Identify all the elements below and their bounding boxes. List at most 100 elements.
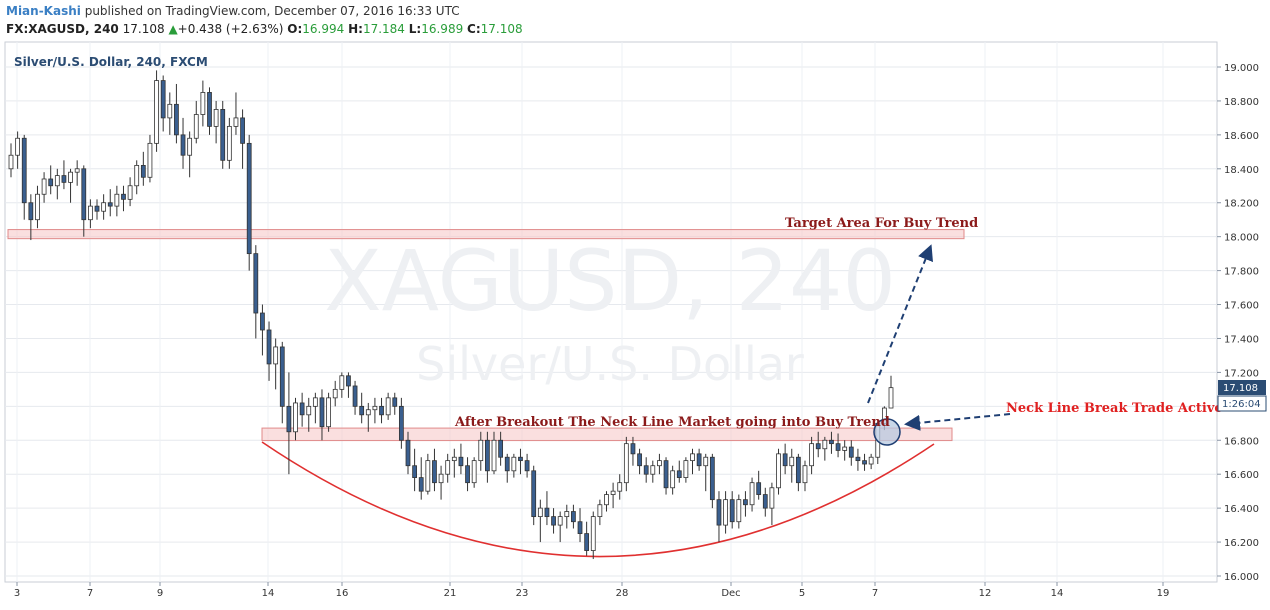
neckline-arrow [904,413,1011,431]
candle-body [213,109,219,127]
candle-body [524,460,530,472]
chart-title: Silver/U.S. Dollar, 240, FXCM [14,55,208,69]
candle-body [736,499,742,523]
candle-body [471,460,477,484]
high-label: H: [348,22,363,36]
candle-body [789,456,795,467]
candle-body [346,375,351,387]
candle-body [54,175,60,187]
candle-body [610,490,616,495]
x-tick-label: 12 [979,588,992,599]
candle-body [279,346,285,407]
y-tick-label: 18.200 [1224,199,1259,210]
candle-body [379,405,384,416]
y-tick-label: 18.800 [1224,97,1259,108]
candle-body [220,109,226,161]
candle-body [637,453,642,467]
candle-body [670,470,676,489]
candle-body [888,387,894,409]
candle-body [551,516,556,526]
candle-body [107,202,113,207]
zone-band [7,229,965,240]
candle-body [260,312,265,331]
y-tick-label: 16.800 [1224,436,1259,447]
candle-body [425,460,431,492]
price-axis[interactable]: 16.00016.20016.40016.60016.80017.00017.2… [1217,63,1259,583]
candle-body [868,456,874,465]
x-tick-label: Dec [721,588,740,599]
watermark-main: XAGUSD, 240 [324,232,896,330]
candle-body [769,487,775,509]
candle-body [683,460,689,478]
candle-body [412,465,417,478]
candle-body [756,482,762,495]
candle-body [491,439,497,472]
candle-body [782,453,788,467]
candle-body [312,397,318,407]
candle-body [121,193,126,200]
x-tick-label: 5 [799,588,805,599]
candle-body [94,205,100,212]
candle-body [226,125,232,161]
author-link[interactable]: Mian-Kashi [6,4,81,18]
candle-body [326,397,331,428]
x-tick-label: 9 [157,588,163,599]
candle-body [41,178,47,195]
candle-body [266,329,272,365]
candle-body [207,92,212,127]
candle-body [253,253,259,314]
candle-body [577,521,583,534]
publish-line: Mian-Kashi published on TradingView.com,… [6,4,460,18]
price-tag-box [1218,380,1266,395]
y-tick-label: 16.000 [1224,572,1259,583]
low-label: L: [408,22,422,36]
y-tick-label: 19.000 [1224,63,1259,74]
candle-body [438,473,444,484]
candle-body [74,168,80,173]
zone-band [261,427,953,442]
candle-body [332,388,338,399]
candle-body [160,80,166,119]
candle-body [743,499,748,506]
annotation-neckline: Neck Line Break Trade Active [1006,401,1223,416]
y-tick-label: 17.200 [1224,368,1259,379]
candle-body [604,494,609,506]
candle-body [293,402,298,433]
candle-body [862,460,867,465]
last-price: 17.108 [122,22,165,36]
y-tick-label: 18.400 [1224,165,1259,176]
candle-body [511,456,517,472]
y-tick-label: 17.800 [1224,267,1259,278]
candle-body [829,439,834,445]
candle-body [114,193,120,207]
candle-body [359,405,365,416]
candle-body [372,405,378,411]
candle-body [458,456,464,467]
candle-body [8,154,14,170]
candle-body [762,494,768,509]
candle-body [729,499,735,523]
candle-body [842,446,848,451]
candle-body [418,477,424,492]
candle-body [240,117,245,144]
y-tick-label: 17.400 [1224,334,1259,345]
price-tag: 17.108 [1223,383,1258,394]
annotation-breakout: After Breakout The Neck Line Market goin… [454,415,890,430]
candle-body [564,511,570,518]
candle-body [127,185,133,200]
candle-body [445,460,451,475]
close-label: C: [467,22,481,36]
candle-body [815,443,821,450]
annotation-target: Target Area For Buy Trend [785,216,978,231]
candle-body [273,346,279,365]
time-axis[interactable]: 3 7 9 14 16 21 23 28 Dec 5 7 12 14 19 [14,582,1170,599]
candle-body [776,453,781,489]
candle-body [795,456,801,484]
candles [8,70,894,560]
candle-body [848,446,854,458]
candle-body [650,465,656,475]
candle-body [15,137,21,156]
candle-body [385,397,391,416]
candle-body [319,397,325,428]
